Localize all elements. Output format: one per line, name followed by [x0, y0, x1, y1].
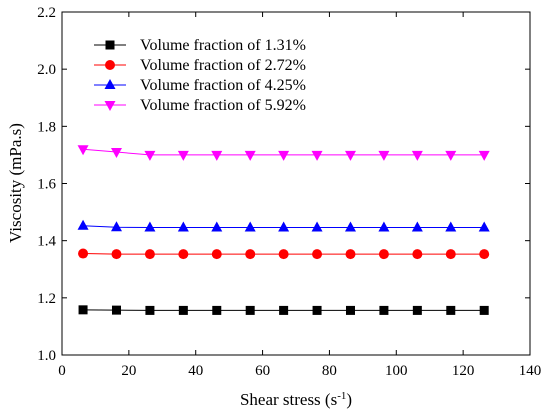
legend-marker: [105, 40, 115, 50]
axis-ticks: 0 20 40 60 80 100 120 140 1.0 1.2 1.4 1.6 1.8 2.0 2.2: [37, 5, 541, 379]
data-point: [145, 305, 155, 315]
data-point: [245, 305, 255, 315]
data-point: [211, 249, 222, 260]
data-point: [412, 305, 422, 315]
x-tick-label: 80: [322, 363, 337, 379]
data-point: [178, 249, 189, 260]
data-point: [177, 150, 189, 161]
data-point: [478, 150, 490, 161]
series-2: [78, 248, 490, 260]
legend-label: Volume fraction of 4.25%: [140, 77, 306, 94]
data-point: [378, 221, 390, 232]
legend-item: Volume fraction of 4.25%: [94, 77, 306, 94]
legend-marker: [104, 79, 116, 89]
data-point: [445, 221, 457, 232]
data-point: [78, 248, 89, 259]
data-point: [110, 148, 122, 159]
data-point: [144, 221, 156, 232]
legend-label: Volume fraction of 1.31%: [140, 37, 306, 54]
data-point: [378, 150, 390, 161]
data-point: [411, 221, 423, 232]
series-1: [78, 305, 489, 315]
y-tick-label: 1.8: [37, 119, 56, 135]
data-point: [345, 305, 355, 315]
series-3: [77, 219, 490, 232]
data-point: [278, 150, 290, 161]
data-point: [244, 221, 256, 232]
x-tick-label: 100: [385, 363, 408, 379]
data-point: [110, 221, 122, 232]
data-point: [478, 221, 490, 232]
data-point: [178, 305, 188, 315]
data-point: [211, 150, 223, 161]
x-tick-label: 20: [121, 363, 136, 379]
y-tick-label: 2.2: [37, 5, 56, 21]
data-point: [311, 221, 323, 232]
data-point: [111, 249, 122, 260]
data-point: [446, 305, 456, 315]
data-point: [312, 249, 323, 260]
legend-marker: [104, 101, 116, 111]
data-point: [211, 221, 223, 232]
legend-label: Volume fraction of 5.92%: [140, 97, 306, 114]
data-point: [412, 249, 423, 260]
x-tick-label: 40: [188, 363, 203, 379]
data-point: [278, 221, 290, 232]
y-tick-label: 1.4: [37, 234, 56, 250]
y-tick-label: 2.0: [37, 62, 56, 78]
y-tick-label: 1.0: [37, 348, 56, 364]
data-point: [445, 249, 456, 260]
x-tick-label: 0: [58, 363, 66, 379]
data-point: [278, 249, 289, 260]
data-point: [77, 145, 89, 156]
x-tick-label: 140: [519, 363, 542, 379]
y-axis-title: Viscosity (mPa.s): [6, 123, 25, 243]
data-point: [245, 249, 256, 260]
data-point: [445, 150, 457, 161]
legend-item: Volume fraction of 5.92%: [94, 97, 306, 114]
data-point: [177, 221, 189, 232]
legend: Volume fraction of 1.31% Volume fraction …: [94, 37, 306, 114]
x-tick-label: 120: [452, 363, 475, 379]
data-point: [479, 249, 490, 260]
data-point: [78, 305, 88, 315]
x-axis-title: Shear stress (s-1): [240, 390, 352, 409]
data-point: [344, 150, 356, 161]
data-point: [344, 221, 356, 232]
data-point: [279, 305, 289, 315]
data-point: [345, 249, 356, 260]
data-point: [144, 249, 155, 260]
series-4: [77, 145, 490, 161]
data-point: [379, 305, 389, 315]
x-tick-label: 60: [255, 363, 270, 379]
data-point: [144, 150, 156, 161]
data-point: [411, 150, 423, 161]
legend-marker: [105, 60, 115, 70]
legend-item: Volume fraction of 1.31%: [94, 37, 306, 54]
data-point: [244, 150, 256, 161]
legend-item: Volume fraction of 2.72%: [94, 57, 306, 74]
data-point: [311, 150, 323, 161]
data-point: [77, 219, 89, 230]
data-point: [111, 305, 121, 315]
y-tick-label: 1.6: [37, 177, 56, 193]
data-point: [312, 305, 322, 315]
series-layer: [77, 145, 490, 315]
y-tick-label: 1.2: [37, 291, 56, 307]
data-point: [378, 249, 389, 260]
data-point: [212, 305, 222, 315]
legend-label: Volume fraction of 2.72%: [140, 57, 306, 74]
data-point: [479, 305, 489, 315]
